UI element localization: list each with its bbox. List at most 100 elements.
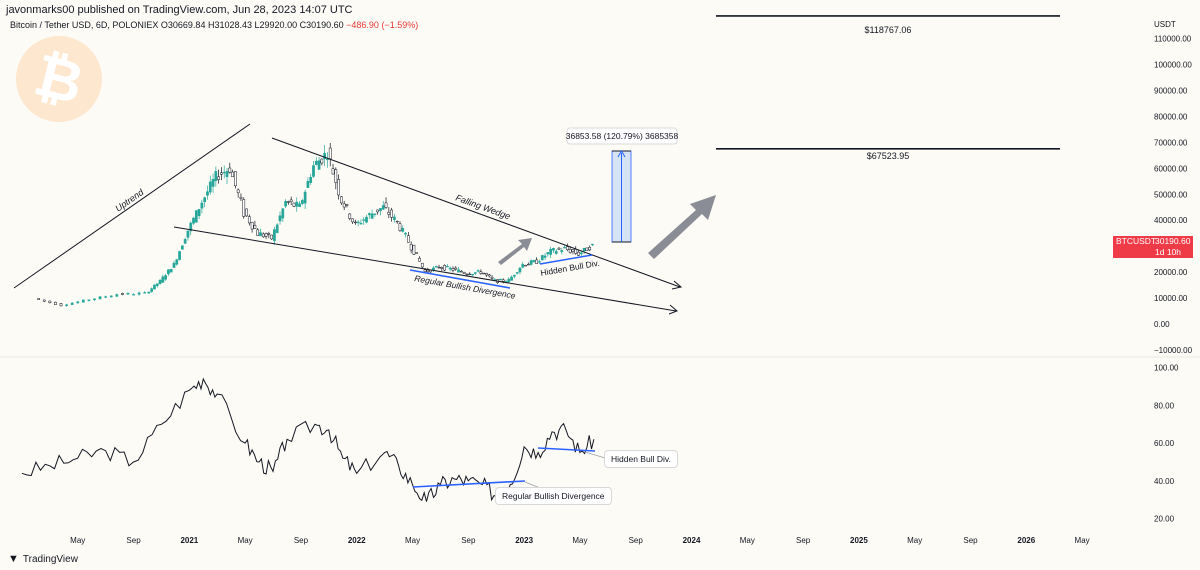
last-price-badge[interactable]: BTCUSDT 30190.60 1d 10h xyxy=(1113,236,1193,258)
candle-body xyxy=(415,252,419,254)
candle-body xyxy=(409,244,413,251)
candle-body xyxy=(42,299,46,302)
candle-body xyxy=(513,274,516,277)
candle-body xyxy=(582,247,586,252)
candle-body xyxy=(259,232,262,237)
candle-body xyxy=(70,302,74,305)
candle-body xyxy=(568,249,572,253)
candle-body xyxy=(273,229,276,242)
time-tick-label: May xyxy=(405,536,420,545)
rsi-tick-label: 100.00 xyxy=(1154,364,1179,373)
candle-body xyxy=(563,247,566,249)
candle-body xyxy=(331,168,335,175)
small-arrow-icon xyxy=(498,238,532,265)
time-tick-label: 2023 xyxy=(515,536,533,545)
price-tick-label: 10000.00 xyxy=(1154,294,1188,303)
price-tick-label: 0.00 xyxy=(1154,320,1170,329)
ohlc-high: H31028.43 xyxy=(207,20,253,30)
candle-body xyxy=(197,208,201,217)
candle-body xyxy=(172,262,176,268)
candle-body xyxy=(387,211,391,215)
candle-body xyxy=(298,203,301,207)
candle-body xyxy=(454,267,458,270)
candle-body xyxy=(208,181,212,193)
candle-body xyxy=(312,165,315,177)
candle-body xyxy=(303,191,307,204)
candle-body xyxy=(543,255,547,258)
badge-countdown: 1d 10h xyxy=(1155,247,1181,257)
candle-body xyxy=(231,171,234,178)
candle-body xyxy=(574,249,578,254)
candle-body xyxy=(460,270,463,273)
symbol-name: Bitcoin / Tether USD, 6D, POLONIEX xyxy=(10,20,159,30)
time-axis: May Sep 2021 May Sep 2022 May Sep 2023 May Sep 2024… xyxy=(70,536,1089,545)
candle-body xyxy=(406,235,410,243)
regular-bull-div-price-line xyxy=(409,269,511,289)
candle-body xyxy=(418,257,421,262)
candle-body xyxy=(337,179,340,196)
rsi-line xyxy=(21,377,595,502)
large-arrow-icon xyxy=(648,195,716,259)
candle-body xyxy=(192,217,195,224)
ohlc-low: L29920.00 xyxy=(254,20,298,30)
hidden-bull-rsi-callout-connector xyxy=(584,451,606,459)
candle-body xyxy=(236,189,240,194)
candle-body xyxy=(373,213,377,215)
symbol-legend: Bitcoin / Tether USD, 6D, POLONIEX O3066… xyxy=(10,20,418,30)
candle-body xyxy=(48,300,52,303)
candle-body xyxy=(320,158,324,164)
candle-body xyxy=(482,272,486,275)
candle-body xyxy=(376,209,380,213)
candle-body xyxy=(314,160,318,165)
candle-body xyxy=(554,250,558,254)
rsi-tick-label: 80.00 xyxy=(1154,401,1175,410)
candle-body xyxy=(404,232,407,235)
price-tick-label: 40000.00 xyxy=(1154,216,1188,225)
publish-attribution: javonmarks00 published on TradingView.co… xyxy=(6,4,353,16)
candle-body xyxy=(132,294,135,296)
candle-body xyxy=(175,259,179,265)
candle-body xyxy=(214,171,218,182)
candle-body xyxy=(440,267,444,269)
candle-body xyxy=(524,264,527,267)
candle-body xyxy=(250,221,254,230)
tradingview-footer[interactable]: ▼ TradingView xyxy=(8,553,78,565)
target-level-mid-label: $67523.95 xyxy=(867,151,910,161)
candle-body xyxy=(98,296,102,300)
candle-body xyxy=(158,279,162,284)
candle-body xyxy=(557,247,561,250)
candle-body xyxy=(115,294,119,297)
candle-body xyxy=(169,268,173,273)
candle-body xyxy=(161,276,165,283)
candle-body xyxy=(465,273,469,276)
candle-body xyxy=(384,202,388,208)
price-tick-label: 70000.00 xyxy=(1154,138,1188,147)
candle-body xyxy=(121,293,124,295)
candle-body xyxy=(526,263,530,266)
candle-body xyxy=(183,239,187,244)
candle-body xyxy=(393,216,396,220)
candle-body xyxy=(37,298,41,300)
candle-body xyxy=(499,278,502,281)
candle-body xyxy=(549,248,552,255)
candle-body xyxy=(334,169,338,183)
hidden-bull-div-rsi-line xyxy=(537,447,596,452)
candle-body xyxy=(379,208,382,212)
measure-label: 36853.58 (120.79%) 3685358 xyxy=(566,131,679,141)
candle-body xyxy=(326,158,329,161)
candle-body xyxy=(370,213,374,219)
candle-body xyxy=(104,296,107,298)
candle-body xyxy=(317,160,321,170)
candle-body xyxy=(540,255,544,261)
candle-body xyxy=(253,224,257,229)
candle-body xyxy=(242,199,246,217)
candle-body xyxy=(287,201,290,203)
badge-symbol: BTCUSDT xyxy=(1116,236,1157,246)
candle-body xyxy=(306,181,310,188)
candle-body xyxy=(538,261,541,263)
candle-body xyxy=(267,233,271,235)
candle-body xyxy=(476,270,480,272)
candle-body xyxy=(245,208,248,217)
candle-body xyxy=(211,179,215,187)
